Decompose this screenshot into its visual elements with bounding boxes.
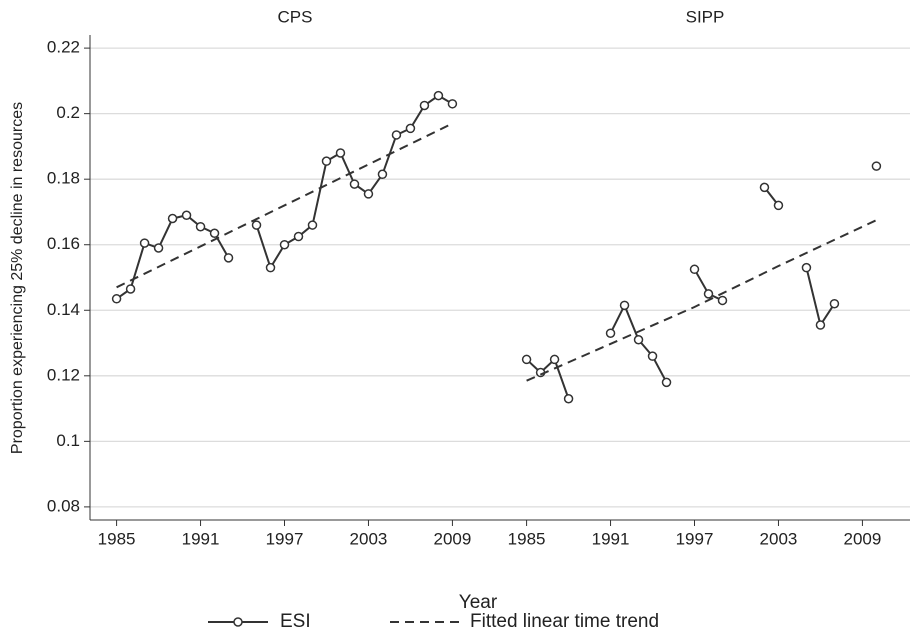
point [605, 328, 616, 338]
x-tick-label: 1997 [676, 529, 714, 548]
point [521, 354, 532, 365]
point [167, 213, 178, 224]
trend-line [526, 219, 877, 382]
point [363, 189, 374, 199]
point [335, 148, 346, 158]
legend-label: Fitted linear time trend [470, 611, 659, 632]
point [689, 264, 700, 275]
point [153, 243, 164, 253]
point [293, 231, 304, 242]
point [209, 228, 220, 239]
x-tick-label: 1997 [266, 529, 304, 548]
y-tick-label: 0.22 [47, 38, 80, 57]
point [703, 289, 714, 299]
point [661, 377, 672, 388]
point [195, 221, 206, 232]
point [181, 210, 192, 220]
x-tick-label: 1991 [592, 529, 630, 548]
point [563, 394, 574, 404]
y-tick-label: 0.12 [47, 365, 80, 384]
point [871, 161, 882, 171]
x-tick-label: 2003 [760, 529, 798, 548]
x-tick-label: 1991 [182, 529, 220, 548]
point [223, 253, 234, 263]
point [391, 130, 402, 140]
series-line [116, 94, 453, 300]
legend-marker [233, 617, 243, 627]
y-tick-label: 0.2 [56, 103, 80, 122]
point [279, 239, 290, 250]
y-tick-label: 0.16 [47, 234, 80, 253]
point [619, 300, 630, 311]
point [717, 295, 728, 306]
trend-line [116, 122, 453, 289]
point [801, 262, 812, 273]
x-tick-label: 1985 [508, 529, 546, 548]
legend-label: ESI [280, 611, 311, 632]
point [419, 100, 430, 111]
x-axis-label: Year [459, 592, 498, 613]
point [549, 354, 560, 365]
point [265, 262, 276, 273]
point [111, 294, 122, 304]
y-tick-label: 0.08 [47, 496, 80, 515]
y-tick-label: 0.18 [47, 169, 80, 188]
point [405, 123, 416, 134]
y-tick-label: 0.1 [56, 431, 80, 450]
series-line [527, 166, 877, 399]
point [125, 284, 136, 294]
point [349, 179, 360, 189]
point [633, 335, 644, 345]
x-tick-label: 1985 [98, 529, 136, 548]
point [307, 220, 318, 230]
y-tick-label: 0.14 [47, 300, 80, 319]
point [139, 238, 150, 248]
point [759, 182, 770, 193]
x-tick-label: 2009 [434, 529, 472, 548]
point [321, 156, 332, 166]
point [647, 351, 658, 361]
point [447, 99, 458, 109]
point [829, 298, 840, 309]
point [433, 90, 444, 101]
point [251, 220, 262, 230]
x-tick-label: 2003 [350, 529, 388, 548]
panel-title: CPS [278, 7, 313, 26]
x-tick-label: 2009 [844, 529, 882, 548]
y-axis-label: Proportion experiencing 25% decline in r… [9, 102, 26, 454]
point [773, 200, 784, 211]
point [377, 169, 388, 180]
panel-title: SIPP [686, 7, 725, 26]
point [815, 320, 826, 330]
